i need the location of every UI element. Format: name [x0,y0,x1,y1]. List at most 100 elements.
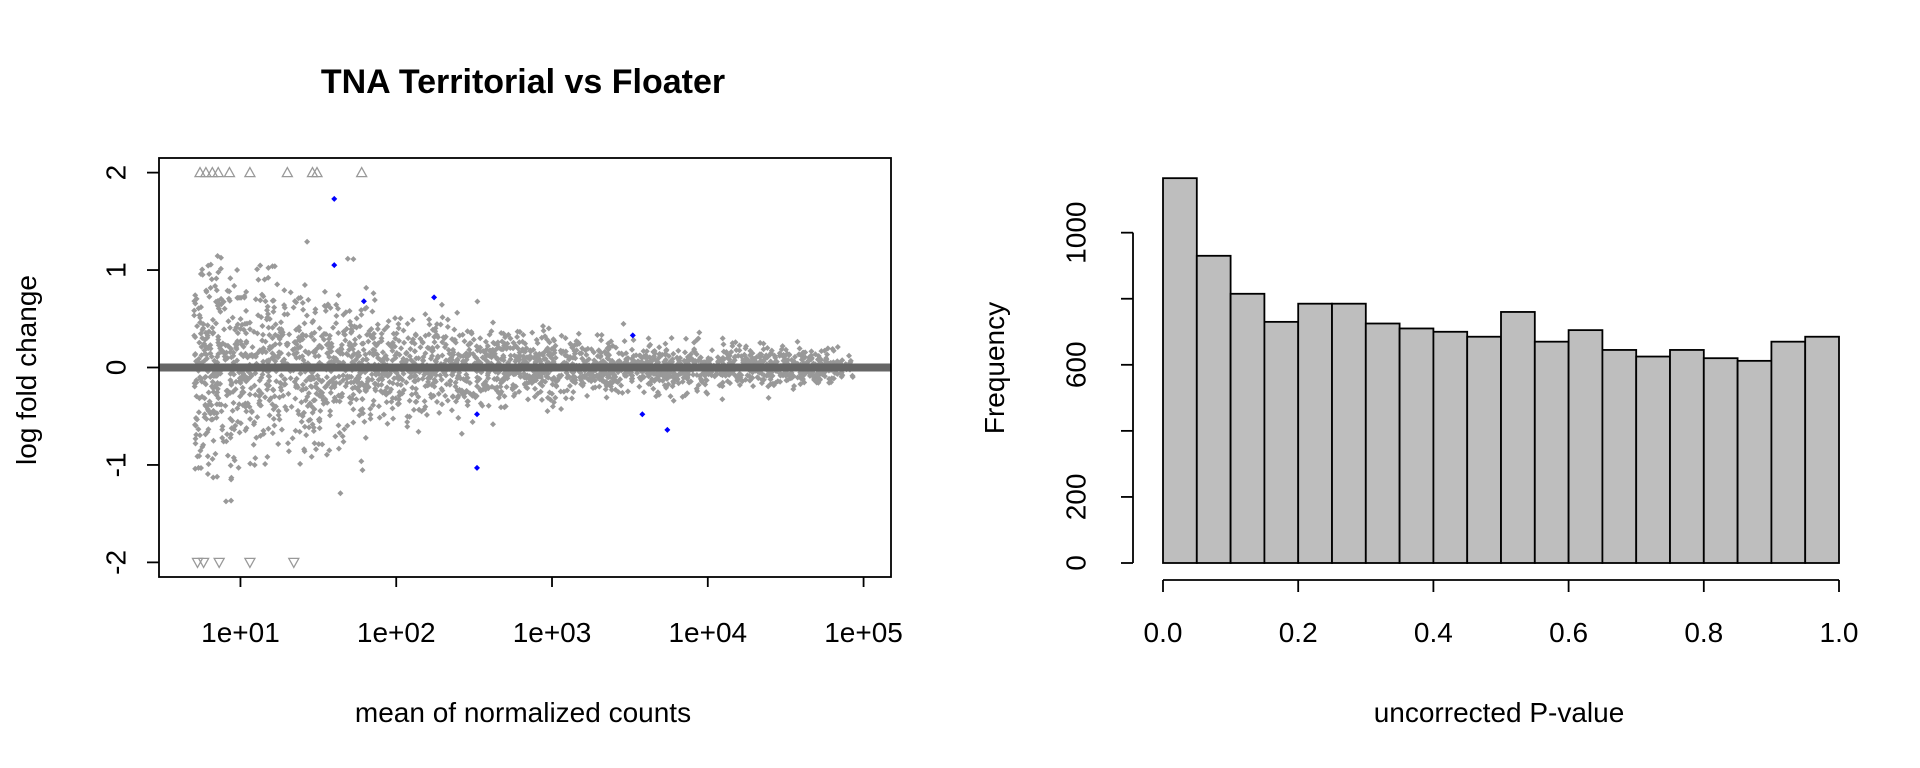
ma-point [275,441,282,447]
ma-point [507,352,514,359]
ma-point [638,376,644,383]
ma-point [485,352,491,359]
ma-point [498,330,505,336]
ma-point [262,349,269,356]
ma-point [292,427,299,434]
ma-point [392,354,399,361]
ma-point [199,271,206,278]
ma-point [514,345,521,352]
histogram-bar [1669,349,1705,564]
ma-point [719,335,726,342]
ma-point [369,308,376,315]
ma-point [550,399,557,406]
ma-point [557,388,564,395]
ma-point [238,351,245,358]
ma-point [512,390,518,397]
ma-point [278,387,285,394]
ma-point [698,377,705,384]
ma-point [783,377,790,384]
ma-point [240,326,247,333]
ma-point [252,370,259,377]
ma-point [411,340,418,347]
ma-point [224,431,231,438]
ma-point [226,297,233,304]
ma-point [664,376,670,382]
ma-point [265,324,272,331]
ma-point [332,433,339,440]
ma-point [269,430,276,437]
ma-point [396,389,403,396]
ma-point [540,327,547,334]
ma-point [200,325,207,332]
ma-clipped-points [191,166,368,569]
ma-point [259,291,265,298]
ma-point [562,348,569,355]
ma-point [500,357,507,364]
ma-point [312,309,319,316]
ma-point [230,352,237,359]
ma-point [404,423,411,430]
ma-point [269,401,276,408]
ma-point [702,381,709,388]
ma-point [194,453,201,460]
ma-point [815,356,822,363]
ma-point [736,342,743,349]
histogram-bar [1398,327,1435,564]
ma-point [212,450,219,457]
ma-point [370,402,377,409]
ma-point [243,288,250,295]
ma-point [308,453,315,460]
ma-point [620,320,627,327]
ma-point [494,387,501,394]
ma-point [311,406,318,413]
ma-point [332,356,339,362]
ma-point [219,434,226,441]
ma-point [830,375,837,382]
ma-point [191,380,198,387]
ma-plot-title: TNA Territorial vs Floater [321,63,725,101]
ma-point [295,411,302,418]
ma-point [503,384,510,390]
ma-point [285,440,291,447]
ma-point [366,328,373,334]
hist-x-tick-label: 1.0 [1820,617,1859,648]
ma-point [266,397,273,404]
ma-point [618,350,625,357]
ma-point [498,404,504,411]
ma-point [379,376,386,383]
ma-point [207,261,214,268]
ma-point [746,377,753,384]
ma-point [394,381,401,388]
ma-point [406,353,413,360]
ma-point [313,446,319,453]
ma-plot-panel: TNA Territorial vs Floater mean of norma… [11,63,903,728]
ma-point [199,266,206,273]
ma-point [726,356,733,363]
ma-point [618,382,625,389]
ma-point [454,356,461,363]
ma-point [470,336,477,343]
ma-clipped-down-marker [213,557,226,569]
ma-point [603,351,610,358]
ma-point [670,379,677,386]
ma-significant-point [474,411,481,418]
ma-point [484,343,491,349]
ma-point [292,384,299,391]
ma-point [427,355,434,362]
ma-point [411,348,418,355]
ma-point [205,461,212,468]
ma-point [451,326,458,333]
hist-y-tick-label: 600 [1060,341,1091,388]
ma-point [645,335,652,342]
ma-point [643,348,650,355]
ma-point [191,352,198,358]
ma-point [562,395,569,402]
ma-point [328,343,335,350]
ma-point [552,354,559,361]
ma-point [444,316,451,323]
ma-point [617,376,624,383]
ma-point [576,340,583,347]
ma-point [511,352,518,359]
ma-point [248,372,255,379]
ma-point [630,357,637,364]
